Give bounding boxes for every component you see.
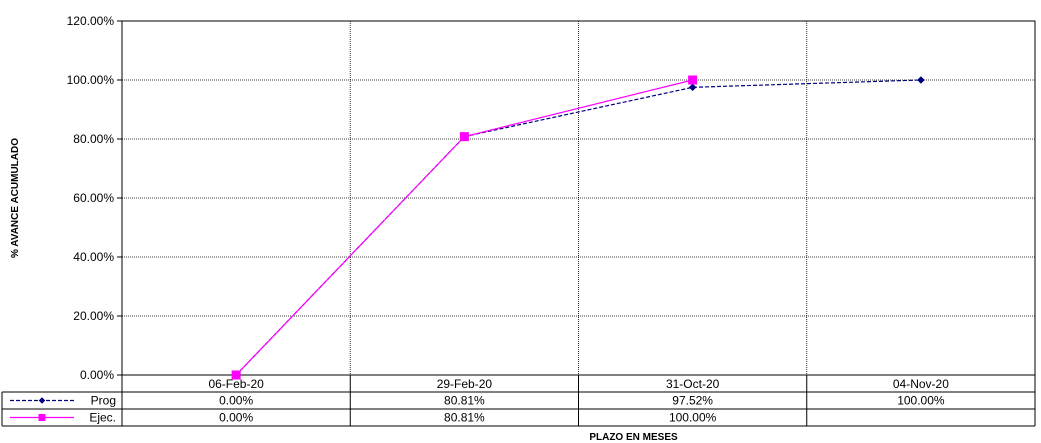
y-tick-label: 60.00% — [73, 191, 114, 205]
data-point-ejec — [688, 75, 698, 85]
y-tick-label: 0.00% — [80, 368, 114, 382]
y-axis-title: % AVANCE ACUMULADO — [10, 138, 21, 258]
y-tick-label: 100.00% — [67, 73, 115, 87]
table-cell-prog: 97.52% — [672, 394, 713, 408]
data-table: 06-Feb-20 29-Feb-20 31-Oct-20 04-Nov-20 Prog… — [1, 375, 1036, 427]
x-tick-label: 31-Oct-20 — [666, 377, 720, 391]
y-tick-label: 120.00% — [67, 14, 115, 28]
data-point-ejec — [459, 132, 469, 142]
data-point-prog — [38, 397, 46, 404]
chart-grid — [122, 20, 1035, 376]
legend-label-ejec: Ejec. — [89, 411, 116, 425]
y-axis: 0.00% 20.00% 40.00% 60.00% 80.00% 100.00% 120.… — [67, 14, 122, 382]
table-cell-prog: 100.00% — [897, 394, 945, 408]
x-tick-label: 06-Feb-20 — [208, 377, 264, 391]
table-cell-prog: 80.81% — [444, 394, 485, 408]
x-tick-label: 29-Feb-20 — [437, 377, 493, 391]
y-tick-label: 20.00% — [73, 309, 114, 323]
table-cell-prog: 0.00% — [219, 394, 253, 408]
series-markers — [231, 75, 925, 380]
data-point-ejec — [38, 414, 46, 421]
data-point-ejec — [231, 370, 241, 380]
legend-label-prog: Prog — [91, 394, 116, 408]
data-point-prog — [688, 83, 697, 92]
y-tick-label: 80.00% — [73, 132, 114, 146]
table-cell-ejec: 100.00% — [669, 411, 717, 425]
x-tick-label: 04-Nov-20 — [893, 377, 949, 391]
table-cell-ejec: 80.81% — [444, 411, 485, 425]
table-cell-ejec: 0.00% — [219, 411, 253, 425]
series-line-ejec — [235, 79, 693, 376]
x-axis-title: PLAZO EN MESES — [589, 432, 678, 443]
y-tick-label: 40.00% — [73, 250, 114, 264]
data-point-prog — [917, 76, 925, 84]
